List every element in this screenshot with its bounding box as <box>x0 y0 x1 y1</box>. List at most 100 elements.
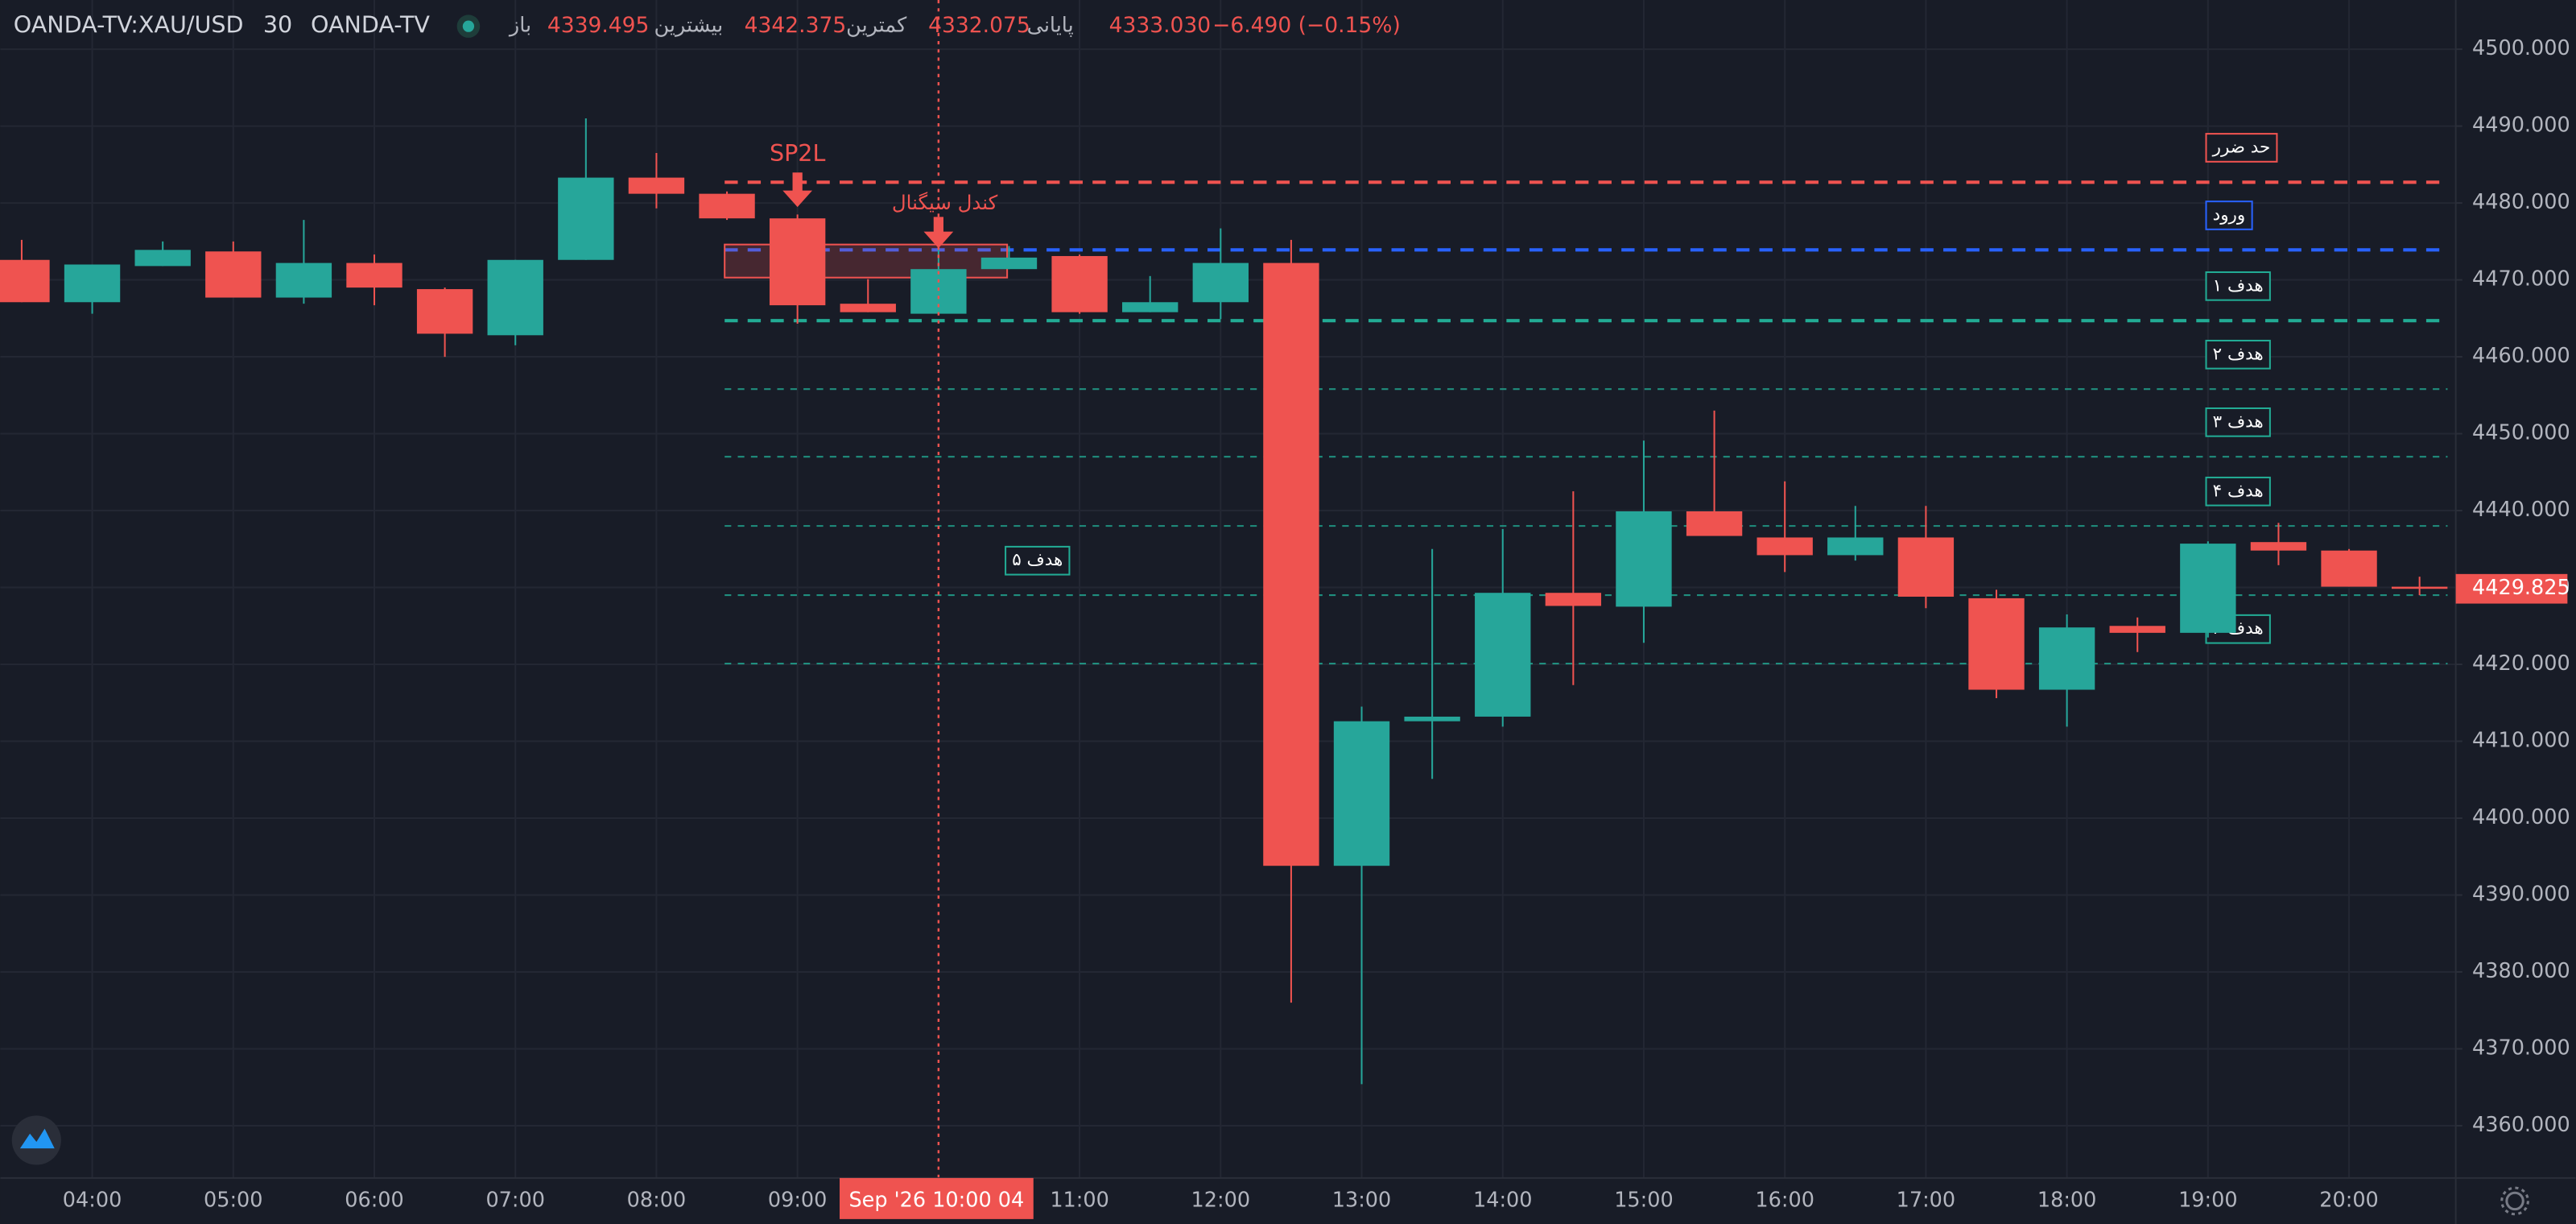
x-tick-label: 16:00 <box>1755 1188 1814 1212</box>
candle-body <box>1757 537 1813 556</box>
x-tick-label: 19:00 <box>2178 1188 2238 1212</box>
x-tick-label: 11:00 <box>1050 1188 1109 1212</box>
y-tick-label: 4500.000 <box>2472 36 2570 60</box>
level-label-box <box>2205 339 2271 370</box>
candle-body <box>1616 511 1672 607</box>
symbol: OANDA-TV:XAU/USD <box>14 11 244 39</box>
candle-body <box>64 264 121 303</box>
candle-body <box>416 289 473 334</box>
candle-body <box>699 193 755 219</box>
y-tick-label: 4490.000 <box>2472 114 2570 138</box>
signal-label: کندل سیگنال <box>892 191 998 214</box>
candle-body <box>2038 627 2095 690</box>
candles <box>0 118 2448 1085</box>
level-label-box <box>2205 201 2253 230</box>
level-label: حد ضرر <box>2212 137 2271 157</box>
candle-body <box>487 259 543 336</box>
y-tick-label: 4370.000 <box>2472 1036 2570 1060</box>
overlay: SP2L کندل سیگنال <box>770 0 998 1178</box>
last-price-box <box>2455 573 2568 604</box>
y-tick-label: 4390.000 <box>2472 882 2570 906</box>
change: −6.490 (−0.15%) <box>1212 13 1401 38</box>
candle-body <box>1051 255 1108 312</box>
pattern-label: SP2L <box>770 139 825 167</box>
candle-body <box>558 177 614 260</box>
candle-body <box>1404 716 1460 722</box>
y-tick-label: 4360.000 <box>2472 1113 2570 1137</box>
crosshair-label: Sep '26 10:00 04 <box>848 1188 1024 1212</box>
y-tick-label: 4450.000 <box>2472 421 2570 445</box>
level-label-box <box>2205 407 2271 437</box>
candle-body <box>1475 593 1531 717</box>
x-tick-label: 15:00 <box>1614 1188 1673 1212</box>
x-tick-label: 06:00 <box>345 1188 404 1212</box>
candle-body <box>346 263 402 288</box>
ohlc-label: بیشترین <box>654 14 723 38</box>
ohlc-label: پایانی <box>1027 14 1074 38</box>
candle-body <box>134 250 191 267</box>
ohlc-value: 4333.030 <box>1109 13 1212 38</box>
ohlc-value: 4342.375 <box>745 13 847 38</box>
x-tick-label: 17:00 <box>1897 1188 1956 1212</box>
y-tick-label: 4480.000 <box>2472 190 2570 214</box>
ohlc-label: باز <box>508 14 531 38</box>
level-label: هدف ۵ <box>1012 550 1063 570</box>
candle-body <box>275 263 332 298</box>
y-tick-label: 4420.000 <box>2472 651 2570 676</box>
candle-body <box>2250 542 2307 551</box>
last-price-label: 4429.825 <box>2472 576 2570 600</box>
candle-body <box>628 177 685 194</box>
candle-body <box>840 304 896 312</box>
settings-teeth[interactable] <box>2500 1186 2529 1216</box>
y-tick-label: 4400.000 <box>2472 805 2570 829</box>
candle-body <box>1545 593 1602 606</box>
candle-body <box>1122 302 1179 312</box>
x-tick-label: 09:00 <box>768 1188 828 1212</box>
pattern-arrow <box>782 172 813 208</box>
candle-body <box>1333 721 1390 866</box>
settings[interactable] <box>2500 1186 2529 1216</box>
level-label: هدف ۱ <box>2213 275 2264 296</box>
x-tick-label: 14:00 <box>1473 1188 1533 1212</box>
y-tick-label: 4410.000 <box>2472 729 2570 753</box>
candle-body <box>2391 586 2448 589</box>
level-label: ورود <box>2213 205 2246 225</box>
grid <box>0 0 2456 1178</box>
ohlc-value: 4332.075 <box>928 13 1030 38</box>
candle-body <box>980 257 1038 270</box>
candle-body <box>1897 537 1955 597</box>
candle-body <box>1827 537 1884 556</box>
candle-body <box>1968 598 2025 690</box>
header: OANDA-TV:XAU/USD 30 OANDA-TV باز 4339.495 بیش… <box>14 11 1401 39</box>
x-tick-label: 07:00 <box>485 1188 545 1212</box>
logo-circle[interactable] <box>11 1115 61 1165</box>
logo-icon[interactable] <box>19 1128 55 1149</box>
source: OANDA-TV <box>311 11 430 39</box>
settings-icon[interactable] <box>2505 1191 2524 1211</box>
logo[interactable] <box>11 1115 61 1165</box>
x-tick-label: 13:00 <box>1332 1188 1392 1212</box>
candle-body <box>2109 626 2165 633</box>
level-label-box <box>2205 271 2271 301</box>
x-tick-label: 08:00 <box>627 1188 687 1212</box>
axes: 4360.000 4370.000 4380.000 4390.000 4400.000… <box>63 36 2570 1219</box>
x-tick-label: 04:00 <box>63 1188 122 1212</box>
x-tick-label: 18:00 <box>2037 1188 2097 1212</box>
candle-body <box>2180 544 2236 633</box>
interval: 30 <box>263 11 292 39</box>
candle-body <box>1192 263 1249 303</box>
candle-body <box>0 259 50 303</box>
crosshair-label-box <box>840 1177 1034 1219</box>
ohlc-label: کمترین <box>846 14 907 38</box>
level-label-box <box>1005 545 1071 576</box>
level-label-box <box>2205 476 2271 507</box>
level-label: هدف ۳ <box>2213 411 2264 432</box>
status-dot <box>462 20 475 32</box>
y-tick-label: 4460.000 <box>2472 344 2570 368</box>
level-label: هدف ۴ <box>2213 481 2264 501</box>
x-tick-label: 12:00 <box>1191 1188 1251 1212</box>
x-tick-label: 20:00 <box>2319 1188 2379 1212</box>
candle-body <box>1686 511 1743 536</box>
